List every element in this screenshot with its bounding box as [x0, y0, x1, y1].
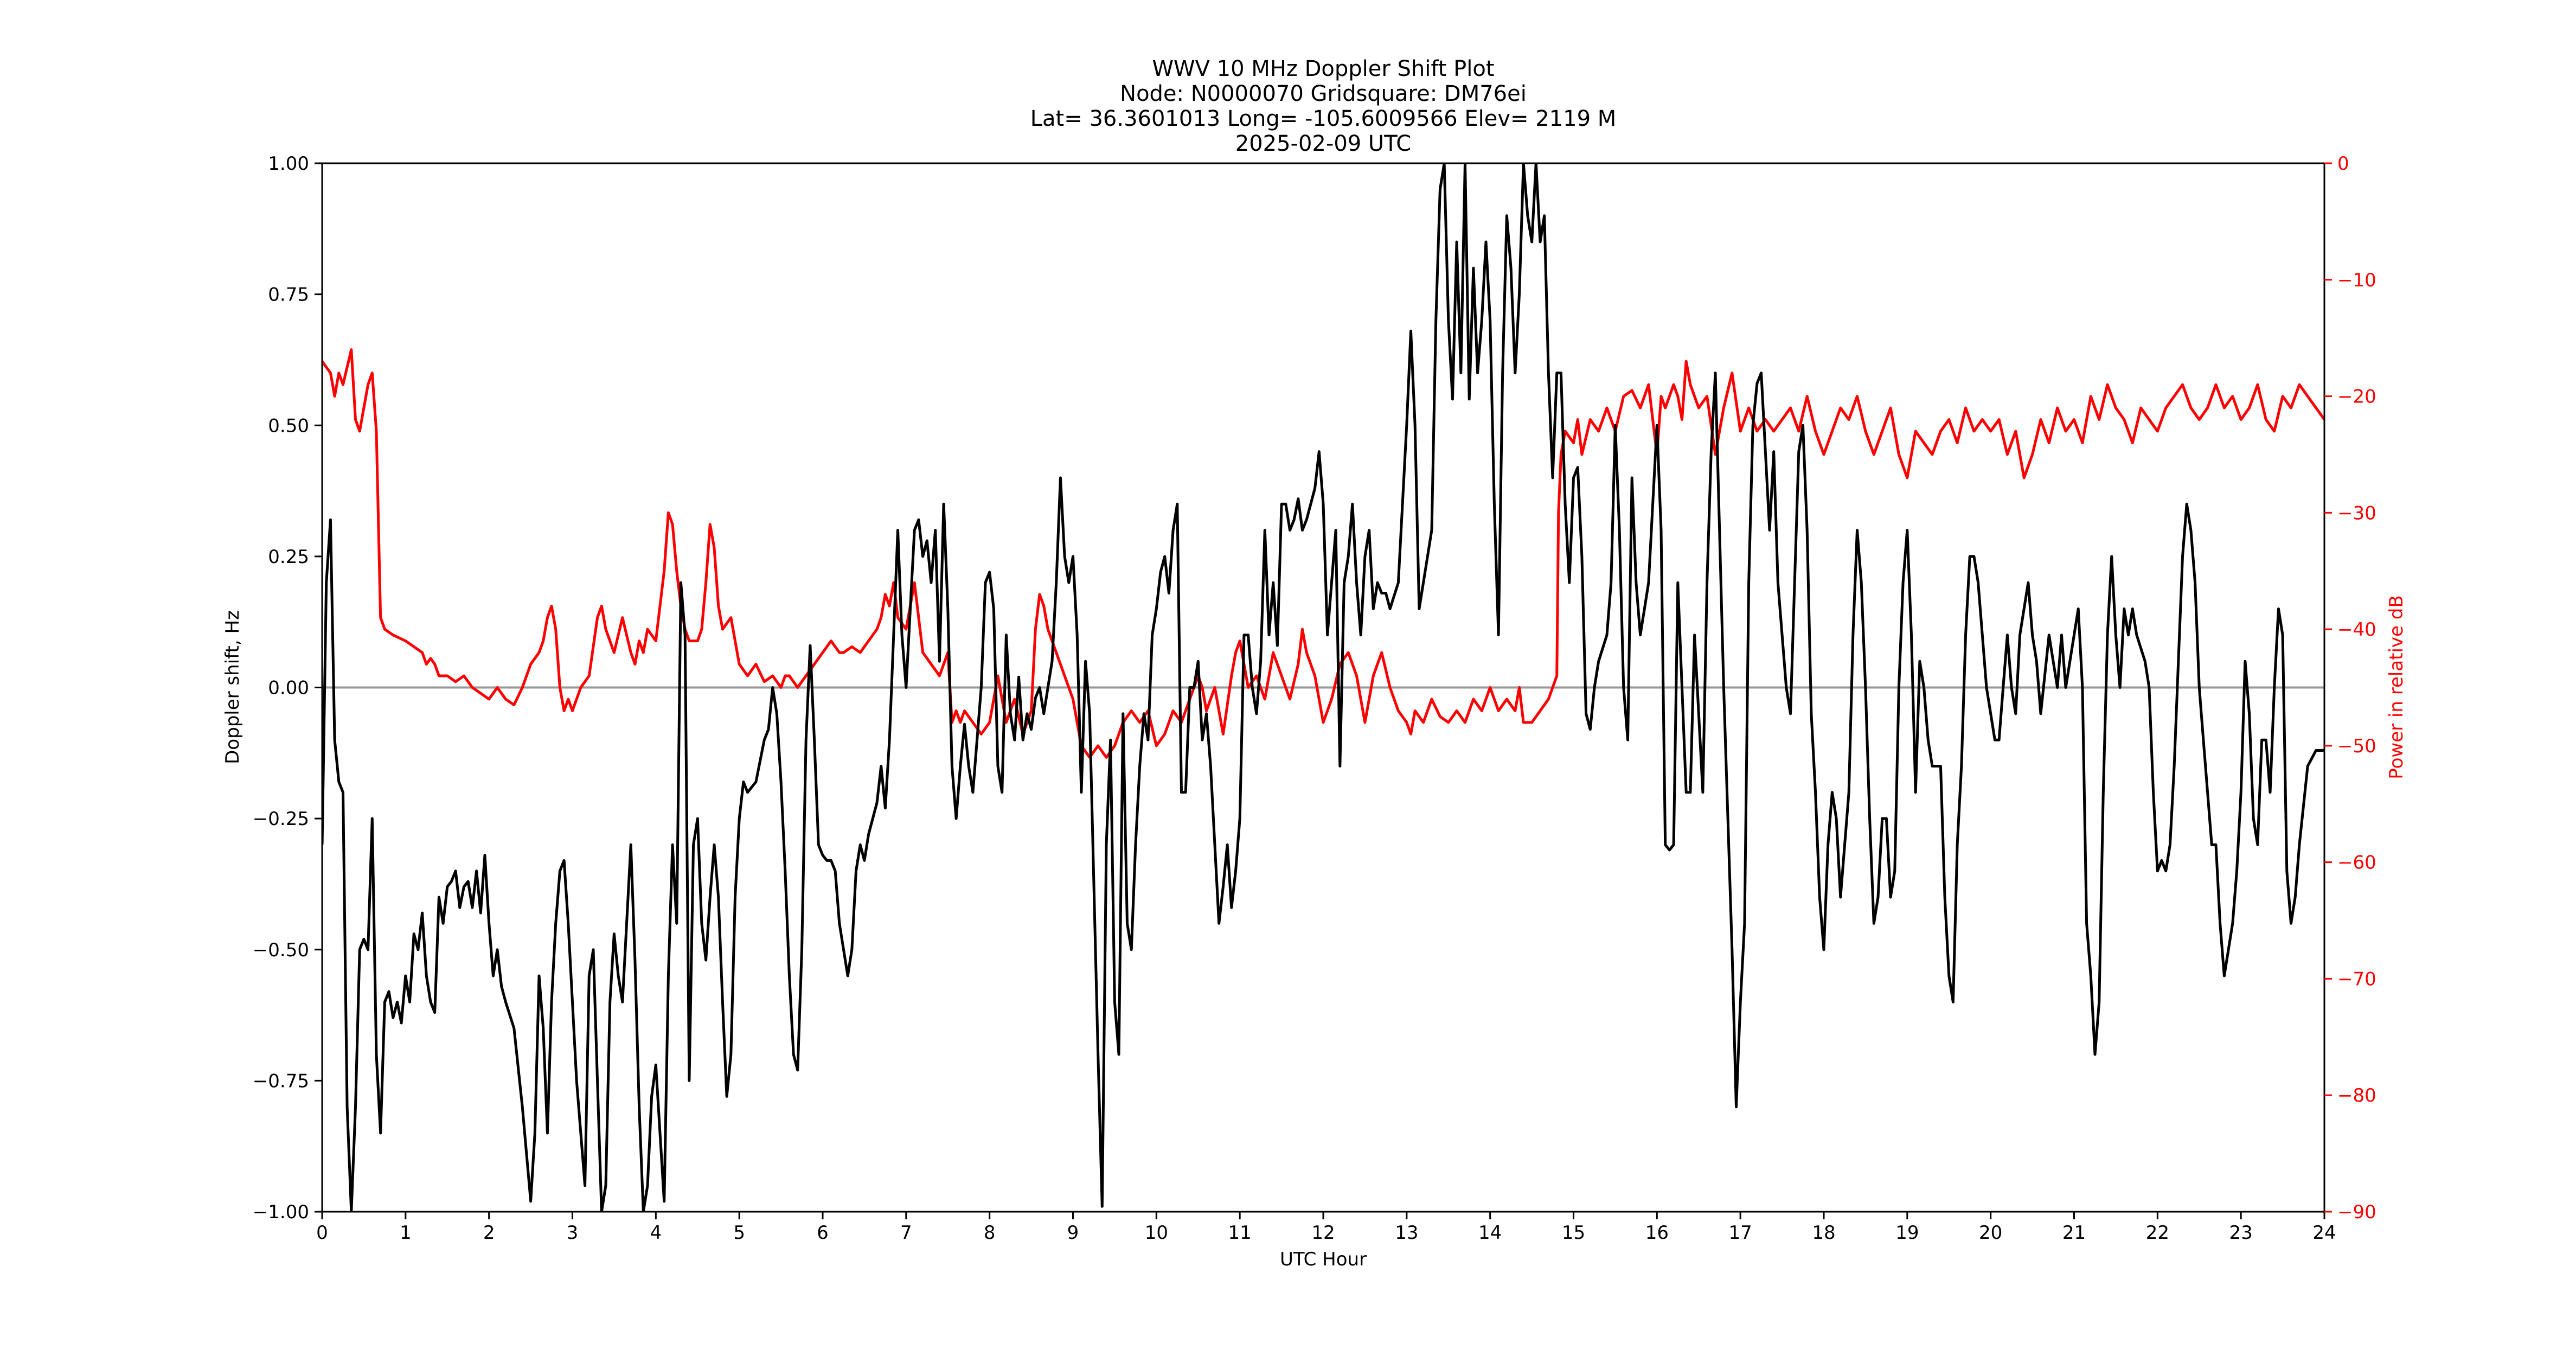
- y-right-tick-label: −70: [2337, 968, 2376, 990]
- y-right-tick-label: −90: [2337, 1201, 2376, 1223]
- x-tick-label: 23: [2229, 1222, 2253, 1244]
- x-tick-label: 3: [567, 1222, 579, 1244]
- x-tick-label: 16: [1645, 1222, 1669, 1244]
- y-right-tick-label: −40: [2337, 619, 2376, 641]
- y-left-tick-label: −0.75: [253, 1070, 309, 1092]
- x-tick-label: 5: [733, 1222, 745, 1244]
- y-right-axis-label: Power in relative dB: [2386, 595, 2407, 779]
- y-left-tick-label: −1.00: [253, 1201, 309, 1223]
- y-left-tick-label: 0.75: [268, 284, 309, 306]
- chart-title-line-3: Lat= 36.3601013 Long= -105.6009566 Elev=…: [1030, 106, 1617, 131]
- x-tick-label: 1: [400, 1222, 412, 1244]
- x-axis-label: UTC Hour: [1280, 1249, 1367, 1270]
- chart-title-line-2: Node: N0000070 Gridsquare: DM76ei: [1120, 81, 1527, 106]
- x-tick-label: 22: [2146, 1222, 2169, 1244]
- y-right-tick-label: −20: [2337, 386, 2376, 408]
- x-tick-label: 10: [1145, 1222, 1168, 1244]
- x-tick-label: 15: [1562, 1222, 1585, 1244]
- x-tick-label: 2: [483, 1222, 495, 1244]
- y-right-tick-label: −60: [2337, 852, 2376, 874]
- x-tick-label: 8: [984, 1222, 996, 1244]
- y-right-tick-label: −50: [2337, 735, 2376, 757]
- y-right-tick-label: −80: [2337, 1085, 2376, 1106]
- y-left-tick-label: 0.25: [268, 546, 309, 568]
- x-tick-label: 17: [1729, 1222, 1752, 1244]
- y-right-tick-label: 0: [2337, 153, 2349, 175]
- x-tick-label: 11: [1228, 1222, 1252, 1244]
- x-tick-label: 12: [1311, 1222, 1335, 1244]
- x-tick-label: 13: [1395, 1222, 1418, 1244]
- x-tick-label: 14: [1478, 1222, 1502, 1244]
- x-tick-label: 7: [900, 1222, 912, 1244]
- y-left-tick-label: −0.50: [253, 939, 309, 961]
- x-tick-label: 19: [1895, 1222, 1919, 1244]
- doppler-series-line: [322, 163, 2324, 1212]
- y-left-tick-label: 1.00: [268, 153, 309, 175]
- chart-title-line-4: 2025-02-09 UTC: [1235, 131, 1411, 156]
- x-tick-label: 0: [316, 1222, 328, 1244]
- x-tick-label: 24: [2312, 1222, 2336, 1244]
- x-tick-label: 4: [650, 1222, 662, 1244]
- y-left-tick-label: 0.50: [268, 415, 309, 437]
- power-series-line: [322, 348, 2324, 759]
- y-right-tick-label: −30: [2337, 502, 2376, 524]
- x-tick-label: 9: [1067, 1222, 1079, 1244]
- x-tick-label: 6: [817, 1222, 829, 1244]
- y-left-tick-label: −0.25: [253, 808, 309, 830]
- y-left-tick-label: 0.00: [268, 677, 309, 699]
- chart-title-line-1: WWV 10 MHz Doppler Shift Plot: [1152, 56, 1494, 81]
- x-tick-label: 20: [1979, 1222, 2002, 1244]
- y-right-tick-label: −10: [2337, 270, 2376, 291]
- y-left-axis-label: Doppler shift, Hz: [222, 610, 243, 764]
- x-tick-label: 21: [2062, 1222, 2086, 1244]
- x-tick-label: 18: [1812, 1222, 1835, 1244]
